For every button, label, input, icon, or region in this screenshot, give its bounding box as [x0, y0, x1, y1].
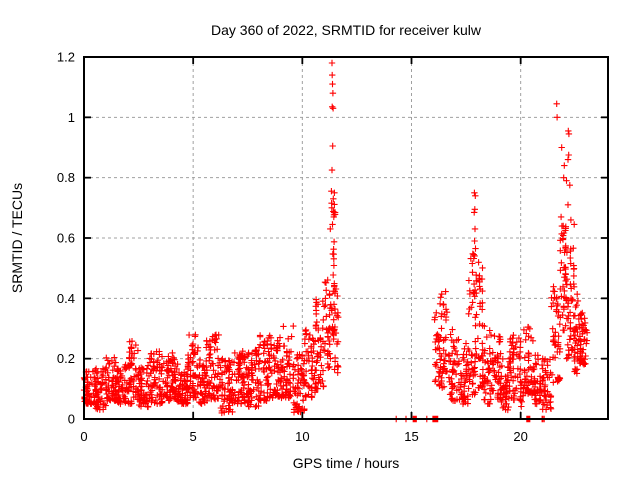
y-tick-label-0.4: 0.4: [57, 291, 75, 306]
y-tick-label-0: 0: [68, 412, 75, 427]
x-tick-label-15: 15: [404, 429, 418, 444]
x-tick-label-5: 5: [190, 429, 197, 444]
y-tick-label-1: 1: [68, 110, 75, 125]
y-tick-label-0.6: 0.6: [57, 231, 75, 246]
x-tick-label-10: 10: [295, 429, 309, 444]
data-points-SRMTID: [80, 59, 591, 423]
y-axis-label: SRMTID / TECUs: [9, 182, 25, 294]
x-tick-label-20: 20: [513, 429, 527, 444]
chart-title: Day 360 of 2022, SRMTID for receiver kul…: [211, 22, 481, 38]
y-tick-label-0.2: 0.2: [57, 351, 75, 366]
x-tick-label-0: 0: [80, 429, 87, 444]
x-axis-label: GPS time / hours: [292, 455, 400, 471]
y-tick-label-0.8: 0.8: [57, 170, 75, 185]
y-tick-label-1.2: 1.2: [57, 50, 75, 65]
